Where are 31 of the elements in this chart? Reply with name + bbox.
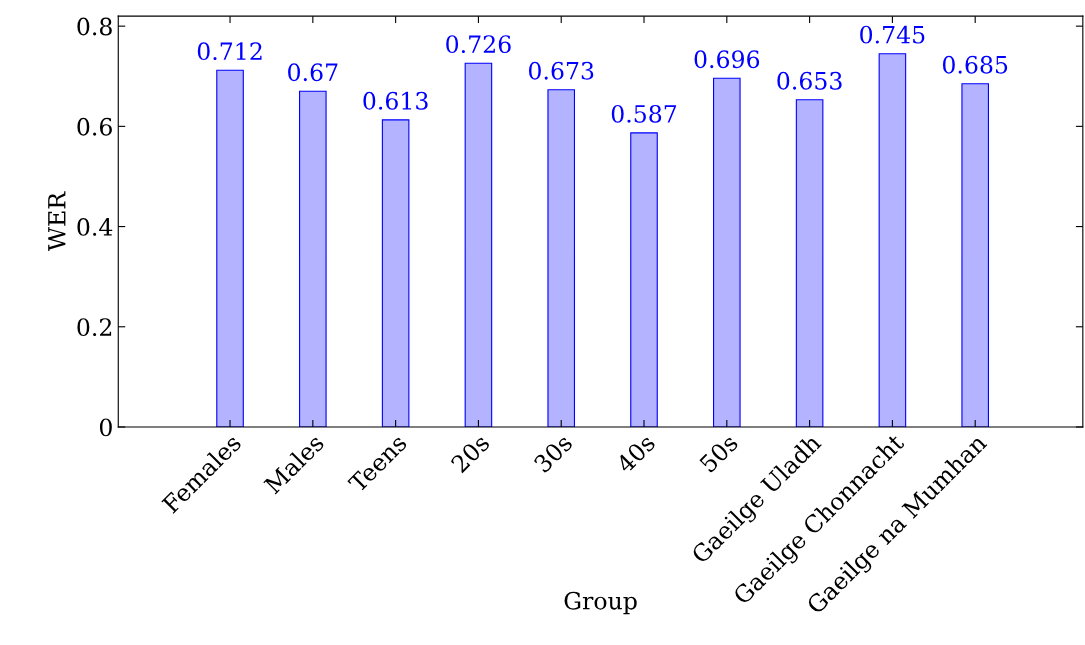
data-label: 0.67 [288,63,338,82]
data-label: 0.726 [446,35,511,54]
y-tick-label: 0.6 [77,117,112,136]
y-tick-label: 0.4 [77,218,113,236]
bar [795,99,824,427]
data-label: 0.653 [777,71,842,90]
x-tick-label: 30s [532,433,574,474]
data-label: 0.673 [528,61,594,80]
x-tick-label: 40s [615,433,657,475]
data-label: 0.696 [694,50,760,69]
x-tick-label: 50s [698,433,739,474]
bar [878,53,907,427]
bar [381,119,410,427]
bar [547,89,576,427]
bar [464,62,493,427]
y-tick-label: 0.2 [77,318,112,337]
data-label: 0.587 [611,104,677,123]
bar [630,132,658,427]
bar [216,69,244,427]
x-axis-title: Group [564,591,637,615]
bar [299,90,327,427]
y-tick-label: 0 [99,418,112,437]
x-tick-label: 20s [450,433,491,474]
bar [713,77,741,427]
y-axis-title: WER [48,191,66,252]
bar [961,83,989,427]
data-label: 0.613 [363,91,428,110]
data-label: 0.685 [942,55,1008,74]
y-tick-label: 0.8 [77,17,112,36]
data-label: 0.745 [860,25,925,44]
data-label: 0.712 [197,42,262,61]
